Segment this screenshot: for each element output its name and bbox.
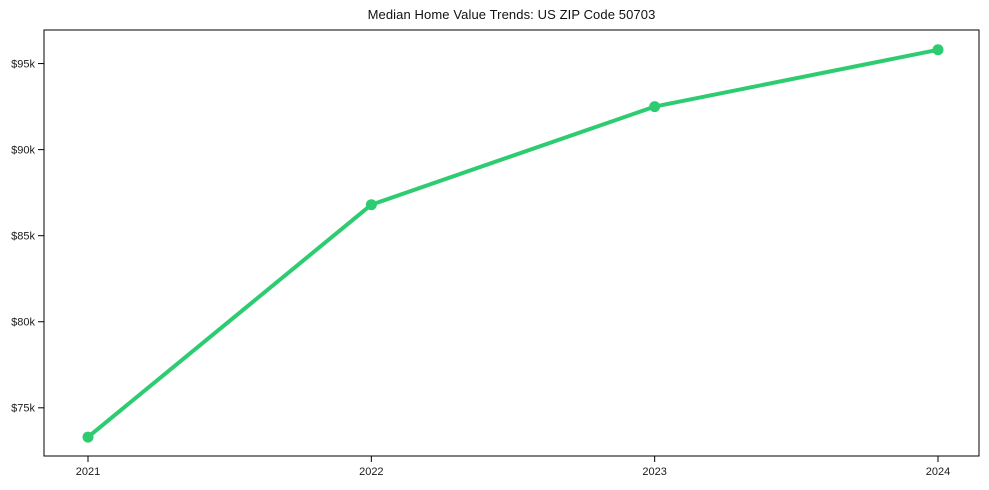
data-point-marker [649, 101, 661, 113]
x-tick-label: 2021 [76, 466, 100, 478]
chart-title: Median Home Value Trends: US ZIP Code 50… [367, 7, 656, 22]
line-series [86, 47, 940, 440]
y-tick-label: $90k [11, 144, 35, 156]
y-tick-label: $95k [11, 58, 35, 70]
y-tick-label: $75k [11, 403, 35, 415]
x-tick-label: 2023 [642, 466, 666, 478]
data-point-marker [365, 199, 377, 211]
data-point-marker [82, 431, 94, 443]
y-tick-label: $85k [11, 231, 35, 243]
x-tick-label: 2024 [926, 466, 950, 478]
y-tick-label: $80k [11, 317, 35, 329]
x-tick-label: 2022 [359, 466, 383, 478]
plot-border [43, 29, 980, 457]
data-point-marker [932, 44, 944, 56]
